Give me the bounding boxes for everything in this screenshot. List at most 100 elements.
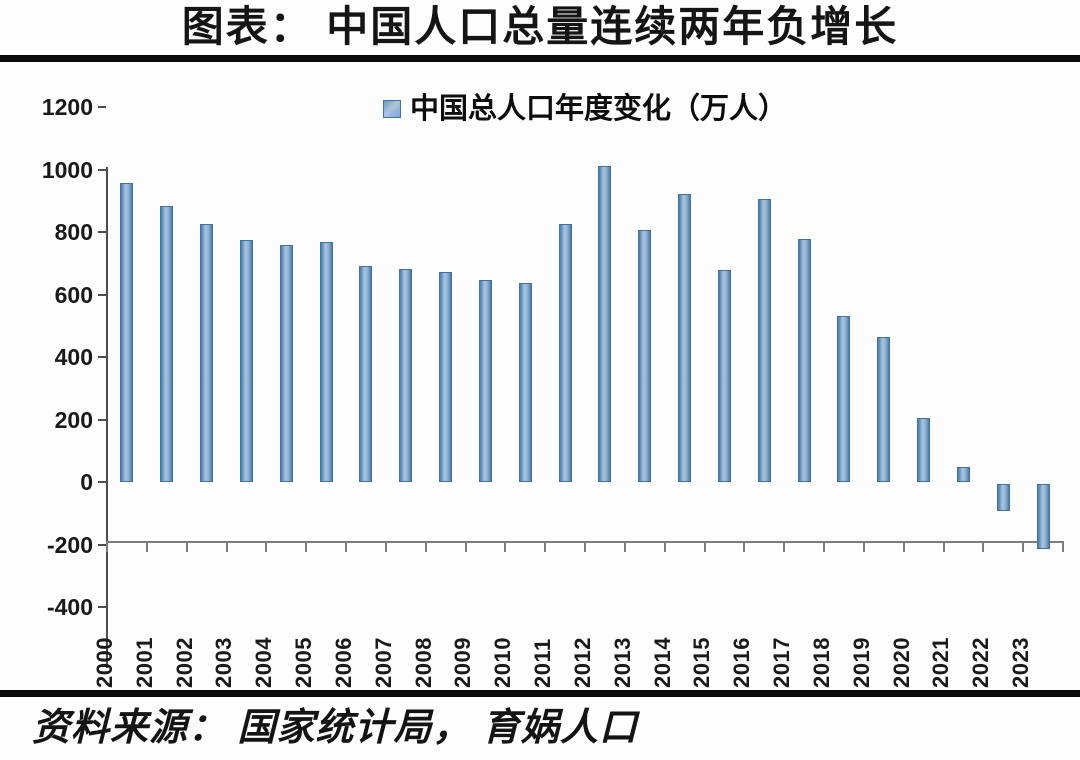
- bar-2022: [996, 484, 1010, 511]
- legend-bar-swatch-icon: [382, 100, 401, 118]
- source-note: 资料来源： 国家统计局， 育娲人口: [32, 707, 639, 749]
- x-axis-tick-label: 2013: [609, 637, 635, 688]
- y-axis-tick: [98, 168, 106, 171]
- y-axis-tick-label: 1000: [41, 156, 93, 183]
- x-axis-tick-label: 2021: [928, 637, 954, 688]
- x-axis-tick: [185, 543, 188, 552]
- x-axis-tick: [1022, 543, 1025, 552]
- x-axis-tick-label: 2023: [1008, 637, 1034, 688]
- bar-2014: [678, 194, 692, 482]
- y-axis-line: [106, 167, 108, 668]
- bar-2021: [956, 467, 970, 482]
- y-axis-tick-label: 0: [80, 469, 93, 495]
- x-axis-tick: [703, 543, 706, 552]
- y-axis-tick: [98, 106, 106, 108]
- x-axis-tick: [1062, 543, 1064, 552]
- x-axis-tick-label: 2022: [968, 637, 994, 688]
- y-axis-tick-label: -400: [46, 594, 93, 620]
- x-axis-tick-label: 2012: [569, 637, 595, 688]
- bar-2020: [917, 418, 931, 482]
- bar-2013: [638, 230, 652, 482]
- y-axis-tick: [98, 231, 106, 233]
- bottom-rule: [0, 690, 1080, 697]
- chart-legend: 中国总人口年度变化（万人）: [107, 92, 1063, 126]
- x-axis-tick-label: 2008: [410, 637, 436, 688]
- page-title: 图表： 中国人口总量连续两年负增长: [181, 5, 899, 51]
- x-axis-tick: [584, 543, 586, 552]
- bar-2015: [717, 269, 731, 482]
- x-axis-tick-label: 2011: [530, 638, 556, 688]
- x-axis-tick: [265, 543, 268, 552]
- x-axis-tick-label: 2018: [808, 637, 834, 688]
- x-axis-tick-label: 2000: [91, 637, 117, 688]
- x-axis-tick-label: 2006: [330, 637, 356, 688]
- bar-2005: [319, 242, 333, 482]
- y-axis-tick: [98, 481, 106, 483]
- bar-2012: [598, 166, 612, 482]
- x-axis-tick: [544, 543, 547, 552]
- y-axis-tick: [98, 606, 106, 608]
- x-axis-tick-label: 2004: [251, 637, 277, 688]
- y-axis-tick: [98, 293, 106, 296]
- bar-2007: [399, 269, 413, 482]
- x-axis-tick: [743, 543, 746, 552]
- y-axis-tick-label: -200: [46, 531, 93, 558]
- x-axis-tick-label: 2005: [291, 637, 317, 688]
- x-axis-tick-label: 2009: [450, 637, 476, 688]
- x-axis-tick-label: 2020: [888, 637, 914, 688]
- legend-label: 中国总人口年度变化（万人）: [409, 93, 787, 125]
- x-axis-tick: [145, 543, 148, 552]
- y-axis-tick-label: 400: [54, 344, 93, 370]
- bar-2004: [279, 244, 293, 482]
- x-axis-tick: [823, 543, 825, 552]
- y-axis-tick-label: 600: [54, 281, 93, 308]
- x-axis-tick-label: 2001: [131, 637, 157, 688]
- x-axis-tick: [345, 543, 347, 552]
- bar-2001: [160, 205, 174, 482]
- bar-2023: [1036, 484, 1050, 549]
- bar-2002: [200, 223, 214, 482]
- y-axis-tick: [98, 543, 106, 546]
- x-axis-tick: [424, 543, 427, 552]
- x-axis-zero-line: [106, 541, 1064, 543]
- x-axis-tick-label: 2017: [769, 637, 795, 688]
- x-axis-tick: [225, 543, 228, 552]
- x-axis-tick: [464, 543, 467, 552]
- y-axis-tick-label: 200: [54, 406, 93, 433]
- bar-2006: [359, 265, 373, 482]
- x-axis-tick: [982, 543, 985, 552]
- x-axis-tick-label: 2002: [171, 637, 197, 688]
- x-axis-tick-label: 2003: [211, 637, 237, 688]
- x-axis-tick: [384, 543, 387, 552]
- x-axis-tick-label: 2010: [490, 637, 516, 688]
- y-axis-tick: [98, 418, 106, 421]
- y-axis-tick-label: 800: [54, 219, 93, 245]
- bar-2000: [120, 182, 134, 482]
- bar-2008: [439, 271, 453, 482]
- bar-2017: [797, 238, 811, 482]
- x-axis-tick: [942, 543, 945, 552]
- x-axis-tick-label: 2014: [649, 637, 675, 688]
- x-axis-tick: [663, 543, 666, 552]
- x-axis-tick-label: 2015: [689, 637, 715, 688]
- bar-chart: 1200 1000 800 600 400 200 0 -200 -400 2000 2001 20…: [0, 60, 1080, 690]
- bar-2003: [239, 240, 253, 482]
- bar-2011: [558, 224, 572, 482]
- top-rule: [0, 55, 1080, 62]
- x-axis-tick: [862, 543, 865, 552]
- bar-2009: [478, 279, 492, 482]
- x-axis-tick: [783, 543, 786, 552]
- y-axis-tick: [98, 356, 106, 358]
- bar-2016: [757, 198, 771, 482]
- x-axis-tick: [504, 543, 507, 552]
- x-axis-tick-label: 2007: [370, 637, 396, 688]
- x-axis-tick: [305, 543, 308, 552]
- x-axis-tick: [106, 543, 108, 552]
- bar-2010: [518, 282, 532, 482]
- x-axis-tick: [902, 543, 905, 552]
- x-axis-tick-label: 2016: [729, 637, 755, 688]
- x-axis-tick-label: 2019: [848, 637, 874, 688]
- bar-2019: [877, 336, 891, 482]
- bar-2018: [837, 316, 851, 482]
- x-axis-tick: [623, 543, 626, 552]
